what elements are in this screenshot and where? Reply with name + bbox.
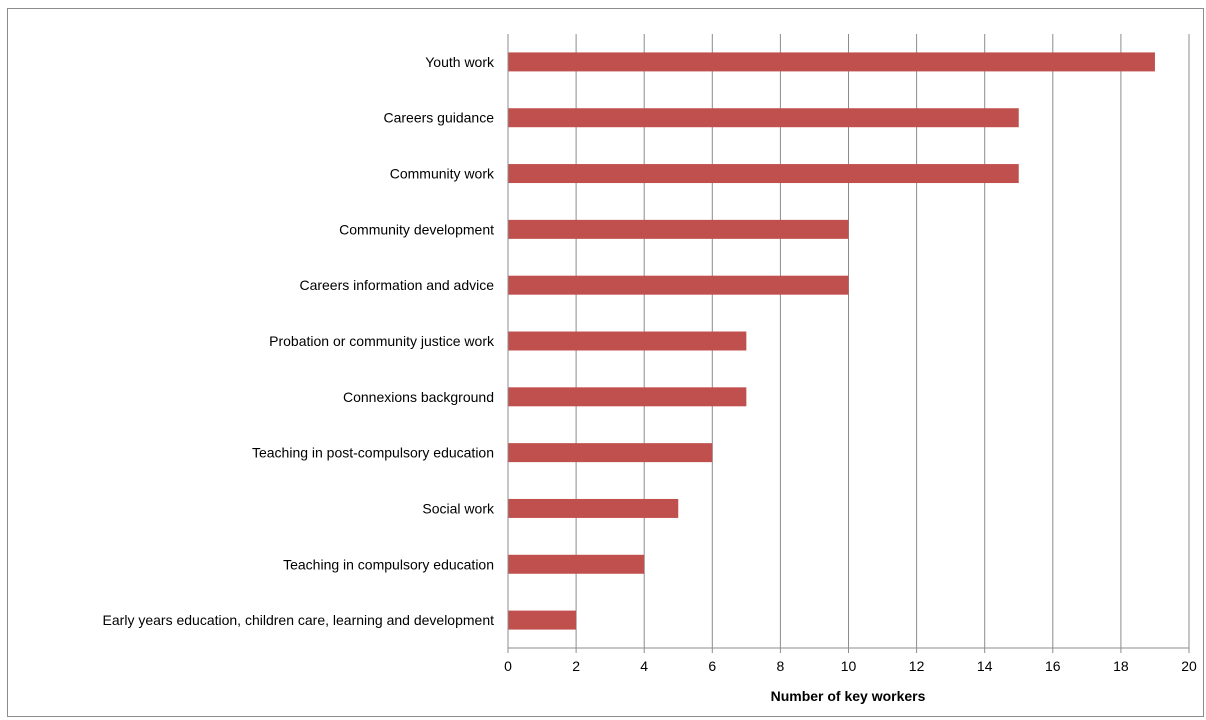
bars xyxy=(508,52,1155,630)
x-tick-label: 0 xyxy=(504,658,512,674)
x-tick-label: 4 xyxy=(640,658,648,674)
x-tick-labels: 0 2 4 6 8 10 12 14 16 18 20 xyxy=(504,658,1197,674)
bar-community-work xyxy=(508,164,1019,184)
bar-social-work xyxy=(508,498,679,518)
category-label: Community development xyxy=(339,221,494,237)
bar-careers-information-and-advice xyxy=(508,275,849,295)
bar-probation-or-community-justice-work xyxy=(508,331,747,351)
bar-early-years-education-children-care-learning-and-development xyxy=(508,610,577,630)
bar-careers-guidance xyxy=(508,108,1019,128)
x-tick-label: 14 xyxy=(977,658,993,674)
category-label: Teaching in compulsory education xyxy=(283,556,494,572)
category-label: Careers guidance xyxy=(383,110,494,126)
x-tick-label: 16 xyxy=(1045,658,1061,674)
x-axis-title: Number of key workers xyxy=(771,688,926,704)
bar-teaching-in-compulsory-education xyxy=(508,554,645,574)
x-tick-label: 8 xyxy=(777,658,785,674)
x-tick-label: 20 xyxy=(1181,658,1197,674)
x-tick-label: 6 xyxy=(708,658,716,674)
bar-community-development xyxy=(508,219,849,239)
category-label: Connexions background xyxy=(343,389,494,405)
category-label: Probation or community justice work xyxy=(269,333,495,349)
category-label: Early years education, children care, le… xyxy=(103,612,495,628)
category-labels: Youth work Careers guidance Community work… xyxy=(103,54,495,628)
x-tick-label: 2 xyxy=(572,658,580,674)
category-label: Teaching in post-compulsory education xyxy=(252,445,494,461)
x-tick-label: 12 xyxy=(909,658,925,674)
category-label: Community work xyxy=(390,166,495,182)
category-label: Youth work xyxy=(425,54,495,70)
bar-connexions-background xyxy=(508,387,747,407)
bar-youth-work xyxy=(508,52,1155,72)
axes xyxy=(507,34,1190,653)
bar-teaching-in-post-compulsory-education xyxy=(508,443,713,463)
x-tick-label: 10 xyxy=(841,658,857,674)
x-tick-label: 18 xyxy=(1113,658,1129,674)
gridlines xyxy=(575,34,1190,648)
category-label: Careers information and advice xyxy=(299,277,494,293)
category-label: Social work xyxy=(422,500,495,516)
